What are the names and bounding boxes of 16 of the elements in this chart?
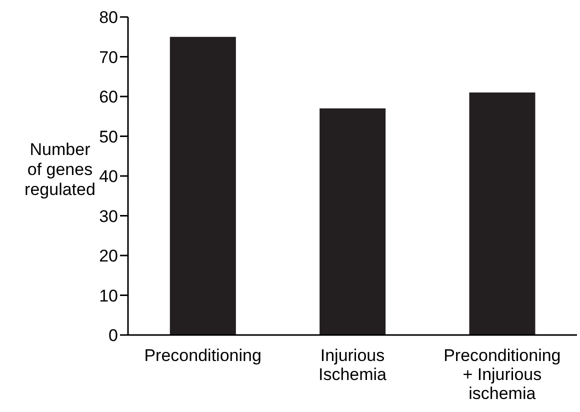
y-tick-label: 0	[108, 326, 118, 346]
bar	[320, 108, 386, 335]
x-tick-label: Preconditioning + Injurious ischemia	[444, 346, 561, 403]
x-tick-label: Injurious Ischemia	[318, 346, 388, 384]
y-tick-label: 50	[99, 127, 118, 146]
y-tick-label: 60	[99, 88, 118, 107]
x-tick-label: Preconditioning	[144, 346, 262, 365]
y-axis-title: Number of genes regulated	[24, 140, 96, 199]
y-tick-label: 70	[99, 48, 118, 67]
y-tick-label: 40	[99, 167, 118, 186]
y-tick-label: 10	[99, 286, 118, 306]
y-tick-label: 20	[99, 246, 118, 266]
y-tick-label: 30	[99, 206, 118, 226]
bar	[170, 36, 236, 335]
bar	[469, 92, 536, 335]
y-tick-label: 80	[99, 8, 118, 28]
